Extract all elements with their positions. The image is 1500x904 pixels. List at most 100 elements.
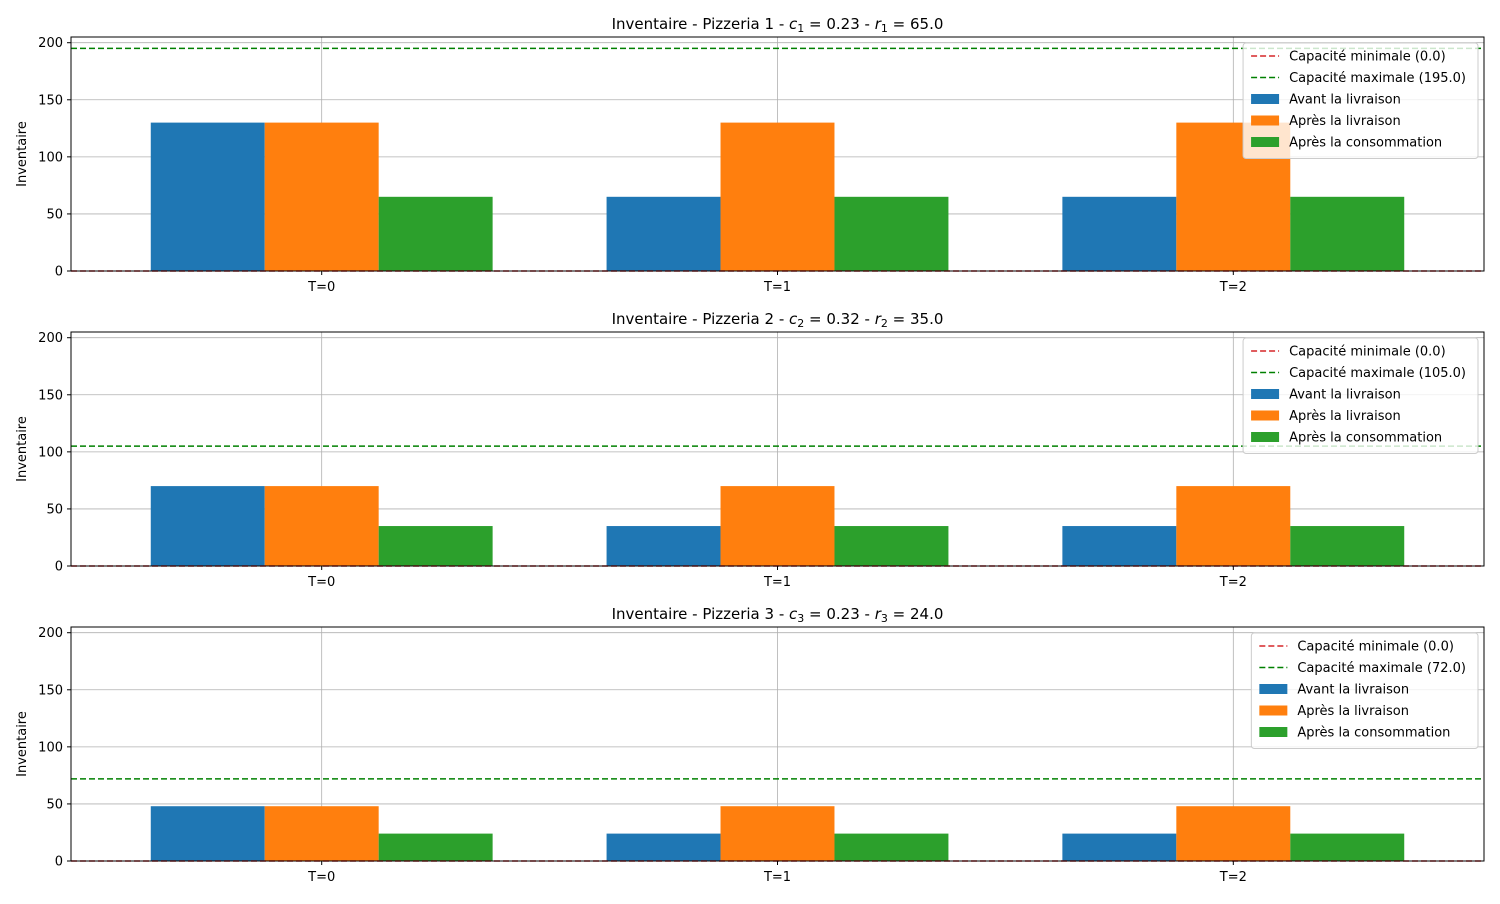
title-c-sub: 2: [797, 317, 804, 330]
title-c-value: = 0.32: [804, 310, 860, 328]
legend-entry: Après la livraison: [1289, 114, 1401, 129]
x-tick-label: T=2: [1219, 575, 1247, 590]
bar-after-consumption: [378, 833, 493, 861]
title-r-var: r: [875, 15, 882, 33]
bar-before: [606, 196, 721, 271]
legend-patch-marker: [1251, 115, 1280, 126]
y-tick-label: 150: [38, 388, 63, 403]
title-r-value: = 24.0: [888, 605, 944, 623]
subplot-3: Inventaire - Pizzeria 3 - c3 = 0.23 - r3…: [15, 605, 1485, 885]
title-r-value: = 35.0: [888, 310, 944, 328]
title-c-var: c: [789, 605, 798, 623]
bar-after-consumption: [834, 833, 949, 861]
legend-patch-marker: [1251, 389, 1280, 399]
legend-entry: Capacité maximale (72.0): [1297, 661, 1466, 676]
bar-after-consumption: [834, 526, 949, 566]
y-tick-label: 200: [38, 331, 63, 346]
y-axis-label: Inventaire: [15, 121, 30, 187]
legend: Capacité minimale (0.0) Capacité maximale…: [1250, 632, 1479, 749]
title-prefix: Inventaire - Pizzeria 2 -: [612, 310, 789, 328]
legend-entry: Avant la livraison: [1289, 93, 1401, 108]
bar-after-delivery: [264, 122, 379, 271]
y-tick-label: 50: [46, 797, 63, 812]
title-c-var: c: [789, 15, 798, 33]
bar-before: [1062, 196, 1177, 271]
legend-box: [1242, 42, 1479, 159]
title-r-value: = 65.0: [888, 15, 944, 33]
y-tick-label: 50: [46, 502, 63, 517]
legend-entry: Après la consommation: [1297, 726, 1450, 741]
title-r-sub: 3: [881, 612, 888, 625]
bar-after-delivery: [720, 122, 835, 271]
x-tick-label: T=0: [307, 280, 335, 295]
legend-patch-marker: [1251, 94, 1280, 104]
legend-patch-marker: [1259, 705, 1288, 716]
y-tick-label: 100: [38, 740, 63, 755]
bar-after-consumption: [378, 526, 493, 566]
legend-entry: Après la livraison: [1289, 409, 1401, 424]
y-tick-label: 0: [55, 855, 63, 870]
x-tick-label: T=1: [763, 575, 791, 590]
legend-patch-marker: [1251, 432, 1280, 442]
title-c-value: = 0.23: [804, 605, 860, 623]
title-sep: -: [860, 310, 875, 328]
bar-before: [1062, 526, 1177, 566]
legend-entry: Après la consommation: [1289, 431, 1442, 446]
x-tick-label: T=2: [1219, 870, 1247, 885]
title-c-sub: 3: [797, 612, 804, 625]
legend: Capacité minimale (0.0) Capacité maximale…: [1242, 337, 1479, 454]
legend-patch-marker: [1259, 727, 1288, 737]
legend-entry: Après la consommation: [1289, 136, 1442, 151]
y-tick-label: 150: [38, 683, 63, 698]
title-sep: -: [860, 605, 875, 623]
bar-before: [150, 486, 265, 566]
bar-after-consumption: [378, 196, 493, 271]
legend-entry: Capacité minimale (0.0): [1297, 640, 1454, 655]
y-tick-label: 200: [38, 626, 63, 641]
y-tick-label: 150: [38, 93, 63, 108]
bar-after-delivery: [264, 486, 379, 566]
bar-before: [606, 833, 721, 861]
x-tick-label: T=1: [763, 280, 791, 295]
title-c-sub: 1: [797, 22, 804, 35]
title-r-var: r: [875, 605, 882, 623]
x-tick-label: T=1: [763, 870, 791, 885]
legend-entry: Capacité minimale (0.0): [1289, 50, 1446, 65]
y-tick-label: 100: [38, 150, 63, 165]
bar-after-delivery: [1176, 486, 1291, 566]
bar-after-consumption: [1290, 196, 1405, 271]
x-tick-label: T=2: [1219, 280, 1247, 295]
legend-entry: Avant la livraison: [1289, 388, 1401, 403]
title-sep: -: [860, 15, 875, 33]
title-r-var: r: [875, 310, 882, 328]
title-c-var: c: [789, 310, 798, 328]
legend-entry: Capacité maximale (195.0): [1289, 71, 1466, 86]
legend-entry: Capacité minimale (0.0): [1289, 345, 1446, 360]
y-axis-label: Inventaire: [15, 416, 30, 482]
bar-after-consumption: [1290, 833, 1405, 861]
legend-box: [1250, 632, 1479, 749]
title-r-sub: 2: [881, 317, 888, 330]
legend-patch-marker: [1251, 137, 1280, 147]
chart-title: Inventaire - Pizzeria 1 - c1 = 0.23 - r1…: [612, 15, 944, 35]
legend-entry: Avant la livraison: [1297, 683, 1409, 698]
bar-after-delivery: [720, 486, 835, 566]
y-tick-label: 0: [55, 560, 63, 575]
legend-entry: Après la livraison: [1297, 704, 1409, 719]
bar-before: [1062, 833, 1177, 861]
legend-patch-marker: [1259, 684, 1288, 694]
y-tick-label: 100: [38, 445, 63, 460]
subplot-1: Inventaire - Pizzeria 1 - c1 = 0.23 - r1…: [15, 15, 1485, 295]
bar-after-consumption: [1290, 526, 1405, 566]
x-tick-label: T=0: [307, 870, 335, 885]
legend-box: [1242, 337, 1479, 454]
legend: Capacité minimale (0.0) Capacité maximale…: [1242, 42, 1479, 159]
subplot-2: Inventaire - Pizzeria 2 - c2 = 0.32 - r2…: [15, 310, 1485, 590]
bar-before: [150, 806, 265, 861]
bar-after-consumption: [834, 196, 949, 271]
title-c-value: = 0.23: [804, 15, 860, 33]
y-tick-label: 0: [55, 265, 63, 280]
y-tick-label: 200: [38, 36, 63, 51]
